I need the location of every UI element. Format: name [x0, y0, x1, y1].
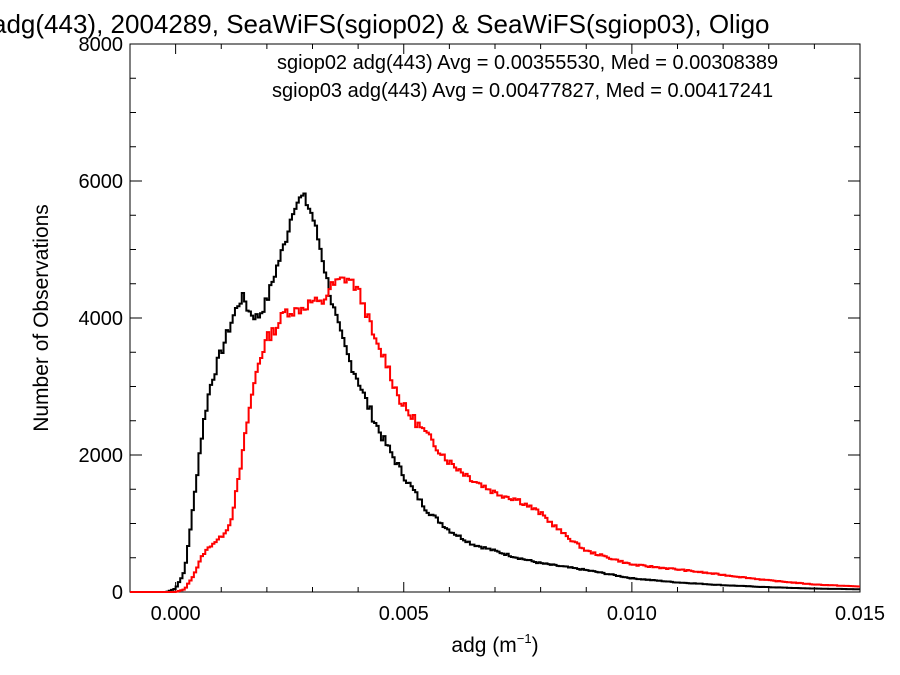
series-layer — [130, 192, 860, 593]
axis-tick-labels: 0.000 0.005 0.010 0.015 0 2000 4000 6000 8000 — [79, 34, 886, 625]
x-axis-label-sup: −1 — [517, 631, 532, 646]
y-tick-label-1: 2000 — [79, 445, 124, 467]
x-tick-label-0: 0.000 — [151, 603, 201, 625]
annotation-sgiop03: sgiop03 adg(443) Avg = 0.00477827, Med =… — [272, 80, 773, 102]
x-tick-label-2: 0.010 — [607, 603, 657, 625]
x-tick-label-3: 0.015 — [835, 603, 885, 625]
y-tick-label-3: 6000 — [79, 171, 124, 193]
x-axis-label-main: adg (m — [451, 634, 516, 657]
series-sgiop03 — [130, 276, 860, 593]
y-tick-label-0: 0 — [112, 582, 123, 604]
x-axis-label: adg (m−1) — [451, 631, 538, 657]
x-tick-label-1: 0.005 — [379, 603, 429, 625]
x-axis-label-close: ) — [532, 634, 539, 657]
y-tick-label-4: 8000 — [79, 34, 124, 56]
y-axis-label: Number of Observations — [30, 204, 53, 432]
series-sgiop02 — [130, 192, 860, 593]
annotation-sgiop02: sgiop02 adg(443) Avg = 0.00355530, Med =… — [277, 52, 778, 74]
y-tick-label-2: 4000 — [79, 308, 124, 330]
chart-title: adg(443), 2004289, SeaWiFS(sgiop02) & Se… — [0, 9, 770, 39]
